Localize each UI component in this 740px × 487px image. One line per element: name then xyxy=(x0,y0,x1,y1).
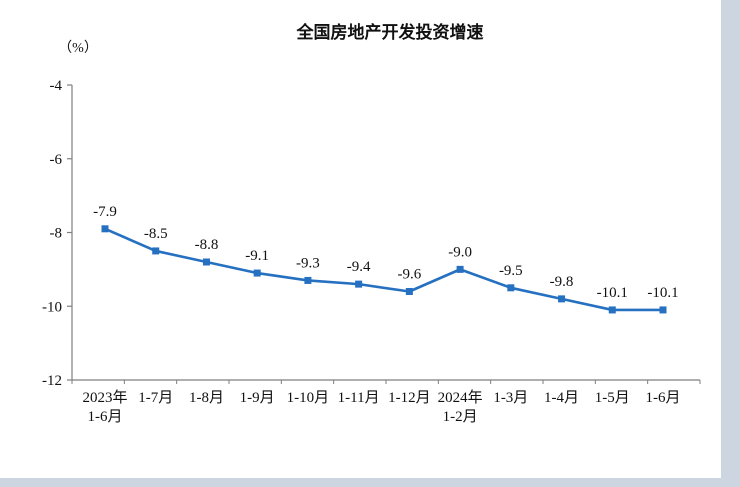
data-point-marker xyxy=(405,288,413,295)
x-axis-category-label: 1-12月 xyxy=(388,390,431,406)
data-point-label: -9.4 xyxy=(347,259,371,275)
data-point-label: -8.8 xyxy=(195,237,219,253)
x-axis-category-label: 2023年 1-6月 xyxy=(82,389,127,425)
x-axis-category-label: 2024年 1-2月 xyxy=(438,389,483,425)
y-axis-tick-label: -8 xyxy=(50,226,63,242)
x-axis-category-label: 1-10月 xyxy=(287,390,330,406)
data-point-label: -9.1 xyxy=(245,248,269,264)
data-point-label: -10.1 xyxy=(597,285,628,301)
x-axis-category-label: 1-7月 xyxy=(138,390,173,406)
y-axis-tick-label: -12 xyxy=(42,373,62,389)
data-point-marker xyxy=(253,269,261,277)
x-axis-category-label: 1-8月 xyxy=(189,390,224,406)
data-point-marker xyxy=(456,265,464,273)
chart-title: 全国房地产开发投资增速 xyxy=(296,22,484,42)
y-axis-tick-label: -10 xyxy=(42,299,62,315)
chart-page: 全国房地产开发投资增速 （%） -4 -6 -8 -10 -12 -7.9 -8.5 -8.8… xyxy=(0,0,721,478)
x-axis-category-label: 1-6月 xyxy=(646,390,681,406)
data-point-label: -8.5 xyxy=(144,226,168,242)
data-point-marker xyxy=(101,225,109,233)
data-point-marker xyxy=(202,258,210,266)
y-axis-tick-label: -4 xyxy=(50,78,63,94)
data-point-marker xyxy=(152,247,160,255)
investment-growth-line-chart: 全国房地产开发投资增速 （%） -4 -6 -8 -10 -12 -7.9 -8.5 -8.8… xyxy=(42,22,701,425)
x-axis-category-label: 1-11月 xyxy=(338,390,380,406)
data-point-marker xyxy=(558,295,566,303)
plot-area: -4 -6 -8 -10 -12 -7.9 -8.5 -8.8 -9.1 -9.3 -9.4 -9.6… xyxy=(42,78,701,425)
data-point-marker xyxy=(304,276,312,284)
series-line xyxy=(104,227,663,312)
data-point-marker xyxy=(659,306,667,314)
data-point-label: -9.0 xyxy=(448,244,472,260)
data-point-label: -9.5 xyxy=(499,263,523,279)
data-point-marker xyxy=(507,284,515,292)
data-point-label: -7.9 xyxy=(93,204,117,220)
data-point-marker xyxy=(608,306,616,314)
x-axis-category-label: 1-9月 xyxy=(240,390,275,406)
data-point-label: -9.8 xyxy=(550,274,574,290)
x-axis-category-label: 1-3月 xyxy=(493,390,528,406)
x-axis-category-label: 1-5月 xyxy=(595,390,630,406)
x-axis-category-label: 1-4月 xyxy=(544,390,579,406)
y-axis-unit-label: （%） xyxy=(58,40,98,56)
y-axis-tick-label: -6 xyxy=(50,152,63,168)
data-point-label: -9.3 xyxy=(296,255,320,271)
data-point-label: -10.1 xyxy=(647,285,678,301)
data-point-label: -9.6 xyxy=(397,267,421,283)
data-point-marker xyxy=(355,280,363,288)
